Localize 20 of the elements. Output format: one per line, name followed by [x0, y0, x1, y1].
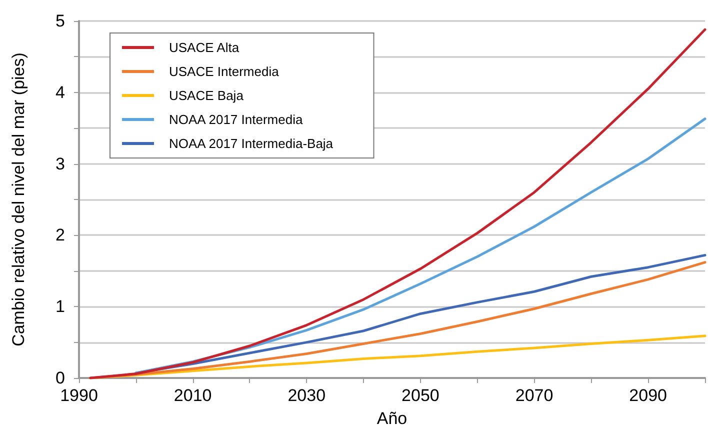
y-tick-label: 3 [56, 154, 65, 174]
legend-label: USACE Alta [169, 40, 240, 55]
x-tick-label: 2090 [629, 386, 668, 405]
y-axis-title: Cambio relativo del nivel del mar (pies) [9, 52, 28, 346]
x-tick-label: 2070 [515, 386, 554, 405]
x-tick-label: 2050 [402, 386, 440, 405]
x-tick-label: 1990 [60, 386, 98, 405]
x-tick-label: 2010 [174, 386, 212, 405]
y-tick-label: 1 [56, 297, 65, 316]
y-tick-label: 2 [56, 226, 65, 245]
y-tick-label: 0 [56, 368, 65, 388]
legend-label: USACE Intermedia [169, 64, 280, 79]
x-axis-title: Año [376, 409, 408, 428]
line-series [89, 28, 706, 380]
x-tick-label: 2030 [288, 386, 326, 405]
legend-label: NOAA 2017 Intermedia-Baja [169, 136, 334, 151]
y-tick-label: 4 [56, 82, 65, 102]
legend-label: NOAA 2017 Intermedia [169, 112, 304, 127]
y-tick-label: 5 [56, 12, 65, 30]
legend-label: USACE Baja [169, 88, 244, 103]
